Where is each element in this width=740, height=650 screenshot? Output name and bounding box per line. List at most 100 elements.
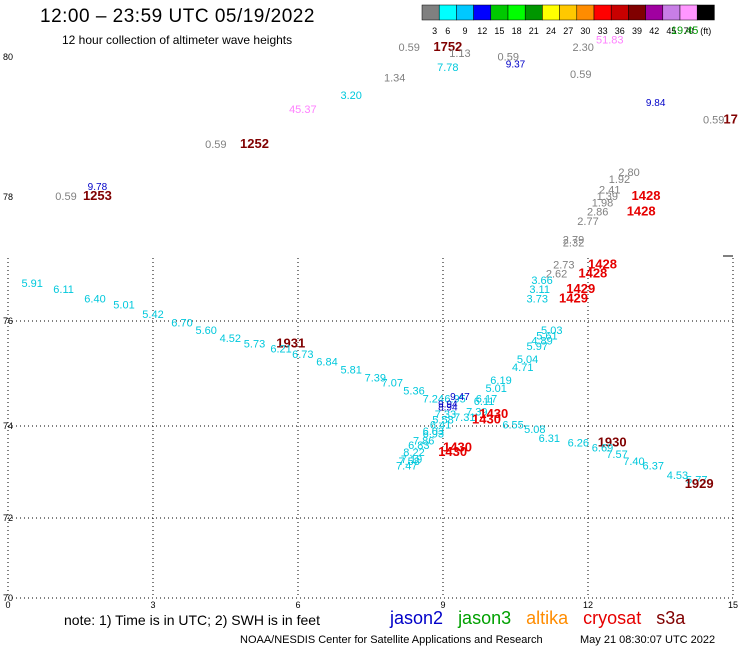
data-point-label: 7.57 [606, 449, 627, 461]
data-point-label: 6.40 [84, 293, 105, 305]
data-point-label: 6.69 [592, 442, 613, 454]
footer-credit: NOAA/NESDIS Center for Satellite Applica… [240, 634, 543, 646]
data-point-label: 7.31 [454, 412, 475, 424]
data-point-label: 5.36 [403, 386, 424, 398]
data-point-label: 4.52 [220, 333, 241, 345]
data-point-label: 6.11 [474, 396, 495, 408]
scale-label: (ft) [700, 26, 711, 36]
scale-label: 24 [546, 26, 556, 36]
data-point-label: 6.41 [430, 419, 451, 431]
data-point-label: 5.01 [113, 300, 134, 312]
data-point-label: 0.59 [703, 115, 724, 127]
scale-label: 9 [462, 26, 467, 36]
data-point-label: 5.01 [485, 383, 506, 395]
data-point-label: 5.97 [527, 341, 548, 353]
data-point-label: 9.47 [450, 392, 470, 403]
data-point-label: 5.61 [536, 330, 557, 342]
legend-s3a: s3a [656, 608, 686, 628]
data-point-label: 1252 [240, 136, 269, 151]
data-point-label: 7.86 [413, 435, 434, 447]
data-point-label: 2.86 [587, 207, 608, 219]
data-point-label: 2.77 [577, 216, 598, 228]
legend-jason3: jason3 [458, 608, 512, 628]
scale-label: 21 [529, 26, 539, 36]
data-point-label: 19.45 [671, 25, 699, 37]
data-point-label: 1.34 [384, 73, 405, 85]
x-tick-label: 6 [295, 600, 300, 610]
data-point-label: 6.11 [53, 284, 74, 296]
scale-label: 33 [598, 26, 608, 36]
x-tick-label: 0 [5, 600, 10, 610]
data-point-label: 7.58 [398, 456, 419, 468]
data-point-label: 9.78 [88, 182, 108, 193]
data-point-label: 6.37 [643, 461, 664, 473]
data-point-label: 5.04 [517, 354, 538, 366]
x-tick-label: 15 [728, 600, 738, 610]
scale-label: 15 [494, 26, 504, 36]
data-point-label: 2.32 [563, 238, 584, 250]
y-tick-label: 80 [3, 52, 13, 62]
chart-subtitle: 12 hour collection of altimeter wave hei… [62, 33, 293, 47]
scale-label: 30 [580, 26, 590, 36]
data-point-label: 1929 [685, 476, 714, 491]
y-tick-label: 74 [3, 421, 13, 431]
data-point-label: 7.33 [435, 409, 456, 421]
data-point-label: 6.31 [539, 433, 560, 445]
satellite-legend: jason2 jason3 altika cryosat s3a [390, 608, 695, 629]
data-point-label: 6.95 [444, 393, 465, 405]
data-point-label: 6.26 [568, 438, 589, 450]
data-point-label: 1752 [433, 39, 462, 54]
data-point-label: 6.83 [408, 440, 429, 452]
scale-label: 3 [432, 26, 437, 36]
data-point-label: 1430 [479, 406, 508, 421]
data-point-label: 1931 [276, 335, 305, 350]
data-point-label: 2.41 [599, 185, 620, 197]
data-point-label: 17 [723, 112, 737, 127]
footer-timestamp: May 21 08:30:07 UTC 2022 [580, 634, 716, 646]
data-point-label: 45.37 [289, 104, 317, 116]
data-point-label: 6.19 [490, 375, 511, 387]
data-point-label: 1430 [438, 444, 467, 459]
data-point-label: 2.30 [572, 42, 593, 54]
data-point-label: 7.40 [623, 456, 644, 468]
data-point-label: 7.07 [382, 378, 403, 390]
data-point-label: 5.60 [195, 325, 216, 337]
data-point-label: 4.89 [531, 336, 552, 348]
y-tick-label: 70 [3, 593, 13, 603]
data-point-label: 6.03 [423, 426, 444, 438]
data-point-label: 3.66 [531, 275, 552, 287]
data-point-label: 7.19 [401, 454, 422, 466]
data-point-label: 1429 [559, 290, 588, 305]
data-point-label: 0.59 [205, 139, 226, 151]
data-point-label: 7.39 [365, 372, 386, 384]
data-point-label: 0.59 [398, 42, 419, 54]
chart-title: 12:00 – 23:59 UTC 05/19/2022 [40, 6, 315, 27]
data-point-label: 1253 [83, 188, 112, 203]
data-point-label: 8.94 [438, 402, 458, 413]
data-point-label: 1930 [598, 435, 627, 450]
data-point-label: 0.59 [570, 69, 591, 81]
scale-label: 18 [512, 26, 522, 36]
x-tick-label: 3 [150, 600, 155, 610]
data-point-label: 5.81 [340, 365, 361, 377]
data-point-label: 3.73 [527, 293, 548, 305]
color-scale: 3 6 9 12 15 18 21 24 27 30 33 36 39 42 45 70 (ft) [421, 4, 715, 36]
data-point-label: 6.70 [171, 317, 192, 329]
note-text: note: 1) Time is in UTC; 2) SWH is in fe… [64, 612, 320, 628]
data-point-label: 7.39 [466, 407, 487, 419]
data-point-label: 4.53 [667, 470, 688, 482]
data-point-label: 3.20 [340, 90, 361, 102]
scale-label: 45 [666, 26, 676, 36]
scale-swatch [696, 4, 715, 21]
data-point-label: 6.17 [476, 393, 497, 405]
x-tick-label: 9 [440, 600, 445, 610]
data-point-label: 5.03 [541, 325, 562, 337]
data-point-label: 5.73 [244, 338, 265, 350]
data-point-label: 2.80 [618, 167, 639, 179]
legend-jason2: jason2 [390, 608, 444, 628]
scale-label: 39 [632, 26, 642, 36]
data-point-label: 1428 [578, 266, 607, 281]
data-point-label: 7.78 [437, 62, 458, 74]
data-point-label: 8.22 [403, 447, 424, 459]
